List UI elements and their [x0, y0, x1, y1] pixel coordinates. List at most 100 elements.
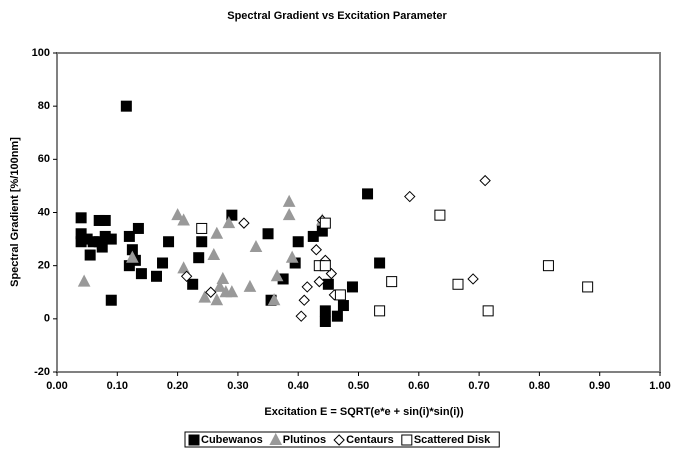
point: [213, 279, 227, 292]
point: [205, 286, 217, 298]
point: [292, 236, 304, 248]
point: [150, 270, 162, 282]
point: [84, 249, 96, 261]
point: [216, 271, 230, 284]
point: [180, 270, 193, 283]
point: [322, 278, 334, 290]
legend-marker: [333, 434, 345, 446]
point: [207, 247, 221, 261]
point: [582, 281, 594, 293]
point: [187, 278, 199, 290]
point: [75, 212, 87, 224]
point: [267, 293, 281, 306]
point: [374, 305, 386, 317]
y-tick-label: 100: [32, 47, 50, 59]
point: [337, 300, 349, 312]
x-tick-label: 0.00: [46, 380, 67, 392]
point: [331, 310, 343, 322]
y-tick-label: 80: [38, 100, 50, 112]
point: [135, 268, 147, 280]
x-tick-label: 0.20: [167, 380, 188, 392]
x-tick-label: 0.10: [107, 380, 128, 392]
x-tick-label: 0.60: [408, 380, 429, 392]
x-axis-label: Excitation E = SQRT(e*e + sin(i)*sin(i)): [264, 406, 464, 418]
legend-label: Scattered Disk: [414, 434, 491, 446]
point: [319, 305, 331, 317]
point: [467, 273, 479, 285]
point: [270, 269, 284, 282]
point: [307, 230, 319, 242]
point: [319, 217, 331, 229]
plot-frame: [56, 52, 661, 373]
x-tick-label: 0.30: [227, 380, 248, 392]
point: [157, 257, 169, 269]
point: [99, 214, 111, 226]
point: [171, 208, 184, 221]
x-tick-label: 0.80: [529, 380, 550, 392]
point: [238, 217, 250, 229]
point: [105, 294, 117, 306]
point: [163, 236, 175, 248]
point: [319, 315, 331, 327]
point: [285, 250, 299, 263]
y-axis-label: Spectral Gradient [%/100nm]: [9, 137, 21, 287]
x-tick-label: 0.70: [468, 380, 489, 392]
point: [282, 194, 296, 207]
point: [301, 281, 313, 293]
y-tick-label: 40: [38, 206, 50, 218]
point: [105, 233, 117, 245]
legend-label: Centaurs: [346, 434, 394, 446]
x-tick-label: 0.90: [589, 380, 610, 392]
point: [282, 208, 296, 221]
point: [313, 275, 326, 288]
point: [123, 230, 135, 242]
point: [210, 226, 224, 239]
point: [404, 190, 416, 203]
point: [77, 274, 91, 287]
legend-label: Plutinos: [283, 434, 326, 446]
point: [177, 213, 190, 226]
chart-title: Spectral Gradient vs Excitation Paramete…: [227, 10, 447, 22]
legend-label: Cubewanos: [201, 434, 263, 446]
point: [434, 209, 446, 221]
point: [482, 305, 494, 317]
point: [479, 174, 491, 187]
point: [542, 260, 554, 272]
point: [198, 290, 212, 303]
y-tick-label: 60: [38, 153, 50, 165]
point: [196, 236, 208, 248]
point: [310, 244, 322, 256]
legend-marker: [188, 434, 200, 446]
point: [346, 281, 358, 293]
point: [386, 276, 398, 288]
point: [298, 294, 310, 306]
point: [226, 209, 238, 221]
point: [452, 278, 464, 290]
legend-marker: [269, 432, 283, 445]
point: [262, 228, 274, 240]
y-tick-label: 0: [44, 313, 50, 325]
point: [222, 216, 236, 229]
point: [193, 252, 205, 264]
point: [96, 241, 108, 253]
point: [249, 239, 263, 253]
point: [374, 257, 386, 269]
point: [120, 100, 132, 112]
point: [210, 293, 224, 306]
y-tick-label: 20: [38, 260, 50, 272]
point: [319, 260, 331, 272]
point: [334, 289, 346, 301]
point: [243, 279, 257, 292]
point: [295, 310, 307, 322]
point: [196, 222, 208, 234]
point: [177, 261, 190, 274]
x-tick-label: 0.40: [287, 380, 308, 392]
point: [126, 250, 139, 263]
legend-marker: [401, 434, 413, 446]
point: [225, 285, 239, 298]
x-tick-label: 1.00: [649, 380, 670, 392]
point: [132, 222, 144, 234]
y-tick-label: -20: [34, 366, 50, 378]
x-tick-label: 0.50: [348, 380, 369, 392]
